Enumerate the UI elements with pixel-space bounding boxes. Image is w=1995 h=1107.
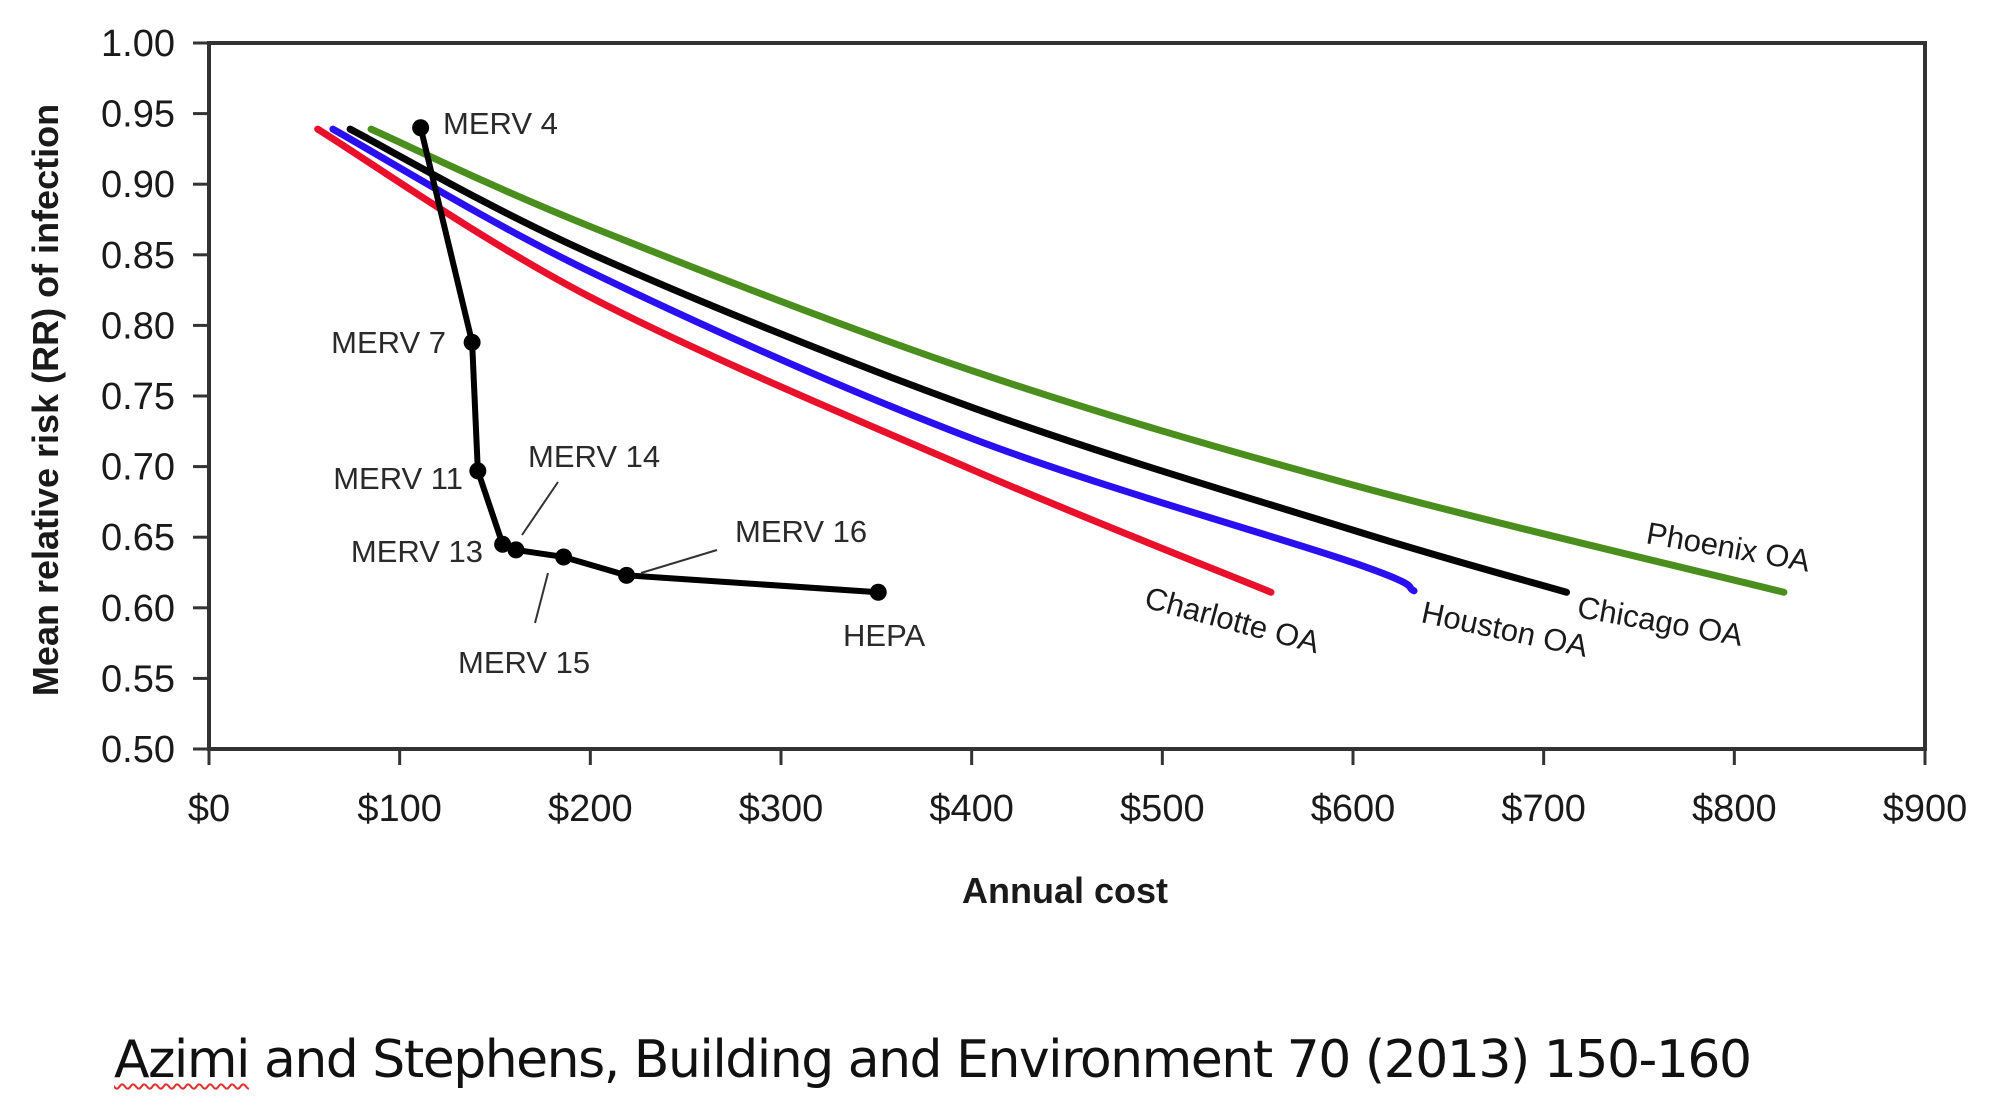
point-label-merv-14: MERV 14 (528, 439, 660, 474)
point-label-merv-11: MERV 11 (333, 461, 463, 496)
x-tick-label: $700 (1501, 788, 1586, 830)
y-tick-label: 0.55 (101, 658, 175, 700)
series-label-houston-oa: Houston OA (1419, 595, 1592, 664)
filter-point-merv-15 (555, 548, 573, 566)
filter-point-hepa (869, 583, 887, 601)
leader-line-merv-14 (521, 481, 559, 536)
point-label-merv-7: MERV 7 (331, 325, 446, 360)
y-tick-label: 0.50 (101, 729, 175, 771)
point-label-merv-4: MERV 4 (443, 106, 558, 141)
x-tick-label: $800 (1692, 788, 1777, 830)
y-tick-label: 0.90 (101, 164, 175, 206)
y-tick-label: 0.60 (101, 588, 175, 630)
series-line-chicago-oa (346, 125, 1571, 596)
x-tick-label: $200 (548, 788, 633, 830)
x-axis-title: Annual cost (962, 870, 1168, 911)
x-tick-label: $500 (1120, 788, 1205, 830)
point-label-merv-16: MERV 16 (735, 514, 867, 549)
filter-point-merv-11 (469, 462, 487, 480)
series-label-charlotte-oa: Charlotte OA (1141, 580, 1323, 660)
y-axis-title: Mean relative risk (RR) of infection (25, 104, 66, 696)
y-tick-label: 0.95 (101, 94, 175, 136)
y-tick-label: 0.70 (101, 447, 175, 489)
leader-line-merv-16 (640, 549, 718, 574)
y-tick-label: 0.80 (101, 305, 175, 347)
x-tick-label: $600 (1311, 788, 1396, 830)
series-line-houston-oa (329, 125, 1418, 595)
filter-point-merv-14 (507, 541, 525, 559)
filter-point-merv-7 (463, 333, 481, 351)
citation-caption: Azimi and Stephens, Building and Environ… (114, 1030, 1752, 1090)
series-label-phoenix-oa: Phoenix OA (1644, 515, 1813, 578)
point-label-merv-13: MERV 13 (351, 534, 483, 569)
annotations: MERV 4 MERV 7 MERV 11 MERV 13 MERV 14 MERV 15… (331, 106, 925, 680)
x-tick-label: $100 (357, 788, 442, 830)
plot-border (207, 41, 1927, 751)
x-axis-ticks: $0 $100 $200 $300 $400 $500 $600 $700 $800 $900 (188, 749, 1967, 830)
point-label-hepa: HEPA (843, 618, 925, 653)
caption-text: and Stephens, Building and Environment 7… (248, 1030, 1752, 1090)
y-axis-ticks: 0.50 0.55 0.60 0.65 0.70 0.75 0.80 0.85 0.90 0.95… (101, 23, 209, 771)
filter-point-merv-16 (618, 566, 636, 584)
y-tick-label: 0.75 (101, 376, 175, 418)
x-tick-label: $0 (188, 788, 230, 830)
y-tick-label: 0.65 (101, 517, 175, 559)
point-label-merv-15: MERV 15 (458, 645, 590, 680)
filter-curve (412, 119, 887, 601)
x-tick-label: $900 (1883, 788, 1968, 830)
filter-point-merv-4 (412, 119, 430, 137)
y-tick-label: 1.00 (101, 23, 175, 65)
filter-point-merv-13 (494, 535, 512, 553)
y-tick-label: 0.85 (101, 235, 175, 277)
series-line-phoenix-oa (367, 125, 1788, 596)
plot-frame (207, 41, 1927, 751)
x-tick-label: $300 (739, 788, 824, 830)
caption-author: Azimi (114, 1030, 250, 1090)
x-tick-label: $400 (929, 788, 1014, 830)
series-label-chicago-oa: Chicago OA (1575, 589, 1746, 653)
leader-line-merv-15 (534, 572, 549, 624)
